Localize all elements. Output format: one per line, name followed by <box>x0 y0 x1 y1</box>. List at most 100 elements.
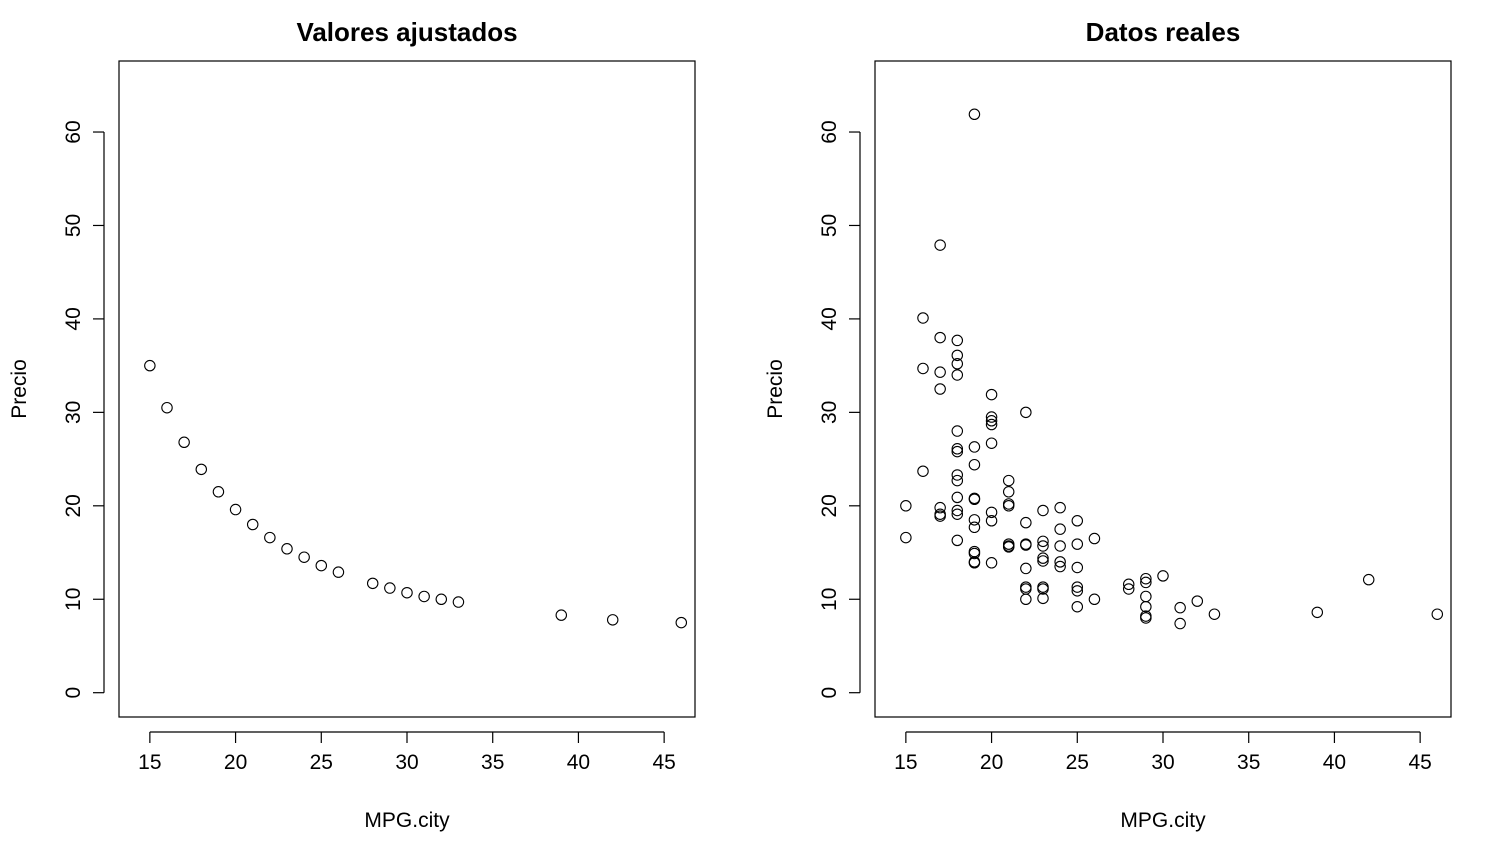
right-data-point <box>951 534 964 547</box>
right-data-point <box>1020 593 1032 606</box>
left-data-point <box>452 596 465 608</box>
right-data-point <box>1140 572 1152 585</box>
right-data-point <box>1054 540 1066 552</box>
right-data-point <box>985 388 998 401</box>
right-data-point <box>917 312 929 324</box>
right-data-point <box>985 418 998 431</box>
right-data-point <box>1208 608 1221 620</box>
right-data-point <box>1174 617 1186 630</box>
right-x-tick-label: 40 <box>1323 751 1346 774</box>
right-data-point <box>985 411 998 423</box>
right-data-point <box>985 506 998 519</box>
right-y-tick-label: 0 <box>818 687 841 699</box>
right-data-point <box>917 465 929 477</box>
right-data-point <box>951 469 964 481</box>
right-data-point <box>1122 583 1135 595</box>
left-data-point <box>195 463 208 476</box>
left-data-point <box>555 609 568 621</box>
right-data-point <box>900 531 912 544</box>
left-x-tick-label: 30 <box>395 751 418 774</box>
right-data-point <box>1140 590 1152 603</box>
right-y-tick-label: 50 <box>818 214 841 237</box>
right-data-point <box>1054 560 1066 573</box>
right-x-tick-label: 45 <box>1408 751 1431 774</box>
right-data-point <box>917 362 929 375</box>
left-y-tick-label: 0 <box>62 687 85 699</box>
right-x-tick-label: 25 <box>1066 751 1089 774</box>
left-data-point <box>401 586 413 599</box>
left-data-point <box>281 543 293 555</box>
left-x-tick-label: 25 <box>310 751 333 774</box>
right-data-point <box>1054 523 1066 535</box>
right-data-point <box>1088 532 1101 545</box>
right-data-point <box>951 474 964 487</box>
right-data-point <box>1002 540 1015 552</box>
left-data-point <box>264 531 276 544</box>
left-data-point <box>246 518 259 531</box>
right-data-point <box>1362 573 1375 586</box>
right-data-point <box>934 239 946 251</box>
left-data-point <box>212 486 225 498</box>
left-data-point <box>418 590 430 603</box>
left-data-point <box>161 401 173 414</box>
right-chart-title: Datos reales <box>1086 17 1241 47</box>
right-data-point <box>1054 501 1066 514</box>
right-data-point <box>1020 583 1032 595</box>
right-x-tick-label: 30 <box>1151 751 1174 774</box>
left-data-point <box>606 614 619 626</box>
left-x-axis-label: MPG.city <box>364 809 450 832</box>
right-data-point <box>951 491 964 504</box>
right-data-point <box>934 510 946 522</box>
left-data-point <box>144 359 156 372</box>
left-panel-fitted-values: Valores ajustados MPG.city Precio 15 20 25… <box>8 17 696 832</box>
right-panel-real-data: Datos reales MPG.city Precio 15 20 25 30 35 4… <box>764 17 1452 832</box>
right-x-tick-label: 35 <box>1237 751 1260 774</box>
left-x-tick-label: 20 <box>224 751 247 774</box>
left-data-point <box>332 566 345 578</box>
right-data-point <box>985 557 998 569</box>
left-data-point <box>298 551 310 563</box>
right-data-point <box>968 547 981 560</box>
right-data-point <box>968 493 981 506</box>
left-x-tick-label: 15 <box>138 751 161 774</box>
right-data-point <box>968 514 981 526</box>
right-data-point <box>1002 500 1015 512</box>
right-data-point <box>1071 581 1084 593</box>
right-data-point <box>1020 539 1032 551</box>
right-data-point <box>1140 576 1152 589</box>
right-data-point <box>968 441 981 453</box>
right-x-tick-label: 15 <box>894 751 917 774</box>
right-data-point <box>934 331 946 344</box>
right-data-point <box>1037 504 1049 517</box>
right-data-point <box>1037 552 1049 564</box>
right-data-point <box>951 508 964 520</box>
right-data-point <box>1020 538 1032 550</box>
left-data-point <box>178 436 190 449</box>
right-y-tick-label: 40 <box>818 307 841 330</box>
right-y-tick-label: 60 <box>818 120 841 143</box>
right-data-point <box>968 458 981 471</box>
right-y-tick-label: 30 <box>818 401 841 424</box>
right-data-point <box>1088 593 1101 606</box>
right-data-point <box>985 515 998 527</box>
right-data-point <box>1140 612 1152 624</box>
right-data-point <box>1071 515 1084 527</box>
right-data-point <box>1037 535 1049 548</box>
right-data-point <box>1020 562 1032 575</box>
right-data-point <box>934 501 946 514</box>
right-data-point <box>951 369 964 381</box>
right-data-point <box>1431 608 1444 620</box>
left-x-tick-label: 45 <box>652 751 675 774</box>
right-x-tick-label: 20 <box>980 751 1003 774</box>
left-y-tick-label: 40 <box>62 307 85 330</box>
right-data-point <box>934 383 946 395</box>
left-data-point <box>384 582 396 594</box>
right-data-point <box>968 108 981 121</box>
right-y-tick-label: 20 <box>818 494 841 517</box>
right-data-point <box>1037 592 1049 605</box>
right-data-point <box>1037 540 1049 552</box>
right-data-point <box>1174 601 1186 614</box>
left-y-tick-label: 50 <box>62 214 85 237</box>
right-x-axis-label: MPG.city <box>1120 809 1206 832</box>
